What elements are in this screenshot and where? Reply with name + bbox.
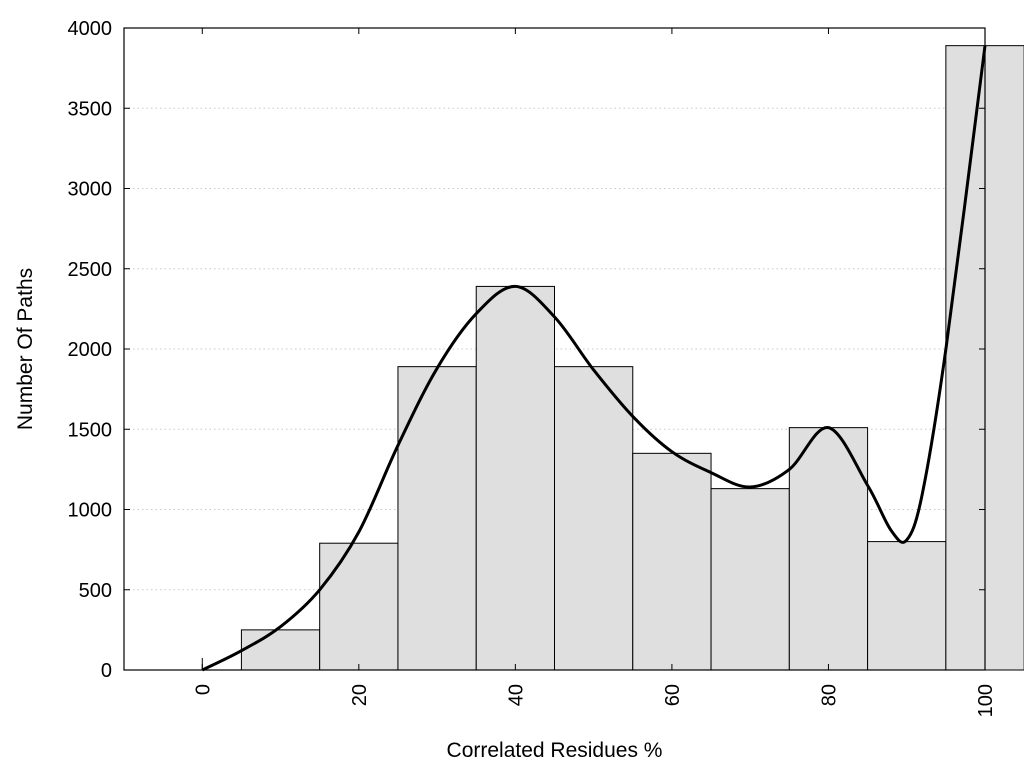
y-tick-label: 0 <box>101 660 112 682</box>
histogram-bars <box>201 45 1024 671</box>
x-tick-label: 20 <box>349 684 371 706</box>
y-tick-label: 3500 <box>68 98 113 120</box>
x-axis-title: Correlated Residues % <box>447 739 663 762</box>
histogram-bar <box>319 542 399 671</box>
histogram-bar <box>867 541 947 671</box>
x-tick-label: 60 <box>662 684 684 706</box>
histogram-bar <box>710 488 790 671</box>
histogram-bar <box>240 629 321 671</box>
y-axis-title: Number Of Paths <box>14 268 37 430</box>
y-tick-label: 1000 <box>68 500 113 522</box>
y-tick-label: 4000 <box>68 18 113 40</box>
y-tick-label: 1500 <box>68 419 113 441</box>
histogram-bar <box>475 285 555 671</box>
y-tick-label: 3000 <box>68 179 113 201</box>
x-tick-label: 80 <box>818 684 840 706</box>
y-tick-label: 500 <box>79 580 112 602</box>
histogram-bar <box>397 366 477 671</box>
x-axis-ticks: 0 20 40 60 80 100 <box>192 28 997 717</box>
histogram-bar <box>632 452 712 671</box>
y-axis-ticks: 0 500 1000 1500 2000 2500 3000 3500 4000 <box>68 18 985 682</box>
density-curve <box>201 45 987 672</box>
density-curve-group <box>201 45 987 672</box>
y-tick-label: 2500 <box>68 259 113 281</box>
x-tick-label: 40 <box>505 684 527 706</box>
y-tick-label: 2000 <box>68 339 113 361</box>
x-tick-label: 0 <box>192 684 214 695</box>
x-tick-label: 100 <box>975 684 997 717</box>
histogram-bar <box>554 366 634 671</box>
